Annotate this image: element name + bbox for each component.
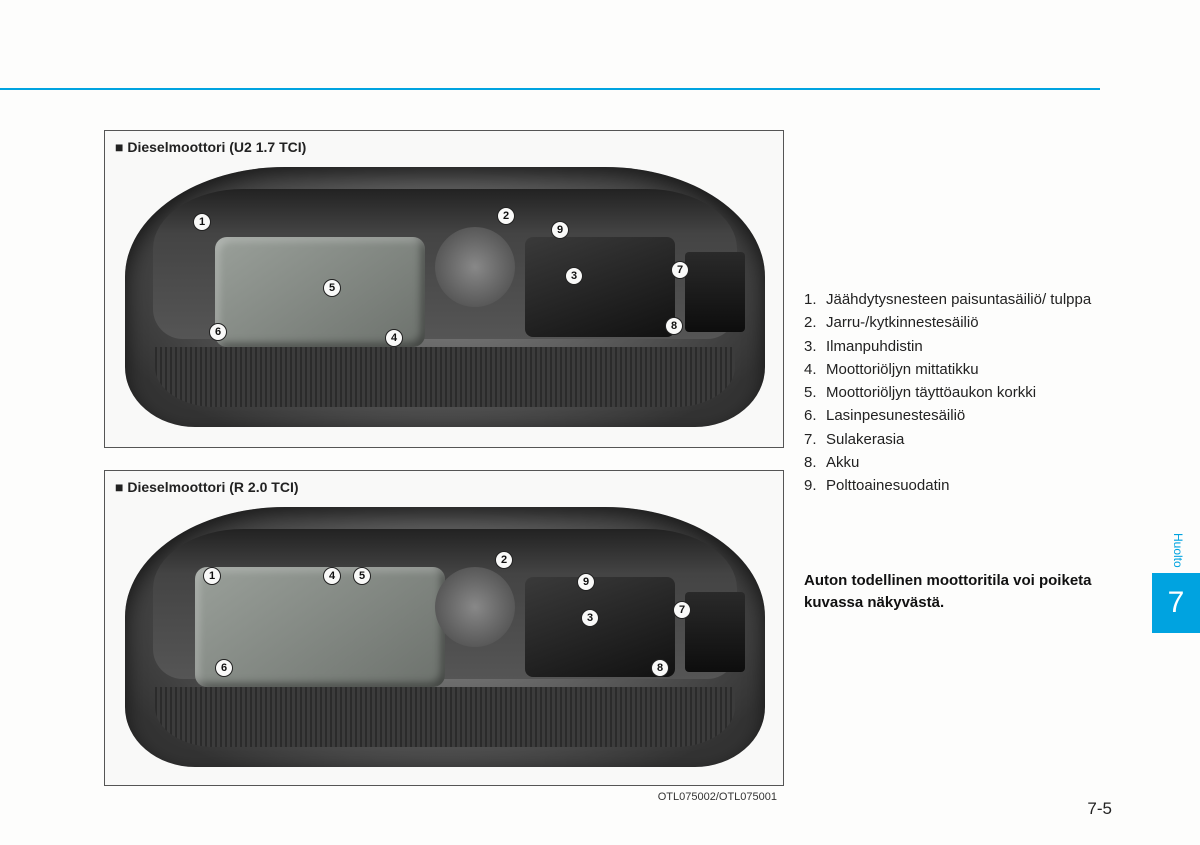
callout-marker: 1 [193, 213, 211, 231]
legend-item: 8.Akku [804, 451, 1114, 474]
legend-item-text: Sulakerasia [826, 428, 904, 451]
callout-marker: 4 [385, 329, 403, 347]
callout-marker: 9 [551, 221, 569, 239]
legend-item: 6.Lasinpesunestesäiliö [804, 404, 1114, 427]
legend-item-text: Polttoainesuodatin [826, 474, 949, 497]
engine-airbox [525, 237, 675, 337]
figure-title-top: ■ Dieselmoottori (U2 1.7 TCI) [115, 139, 306, 155]
legend-item: 1.Jäähdytysnesteen paisuntasäiliö/ tulpp… [804, 288, 1114, 311]
figure-title-bottom: ■ Dieselmoottori (R 2.0 TCI) [115, 479, 299, 495]
callout-marker: 5 [353, 567, 371, 585]
legend-item-text: Moottoriöljyn täyttöaukon korkki [826, 381, 1036, 404]
callout-marker: 9 [577, 573, 595, 591]
callout-marker: 6 [215, 659, 233, 677]
engine-intake [435, 567, 515, 647]
legend-item-text: Akku [826, 451, 859, 474]
engine-front-rail [155, 687, 735, 747]
side-chapter-tab: 7 [1152, 573, 1200, 633]
engine-front-rail [155, 347, 735, 407]
header-rule [0, 88, 1100, 90]
legend-item-number: 4. [804, 358, 826, 381]
legend-item-text: Moottoriöljyn mittatikku [826, 358, 979, 381]
callout-marker: 3 [581, 609, 599, 627]
figure-title-bottom-text: Dieselmoottori (R 2.0 TCI) [127, 479, 298, 495]
legend-item-number: 9. [804, 474, 826, 497]
figure-engine-top: ■ Dieselmoottori (U2 1.7 TCI) 1 2 9 3 7 5 8 6 4 [104, 130, 784, 448]
legend-item-text: Ilmanpuhdistin [826, 335, 923, 358]
figure-engine-bottom: ■ Dieselmoottori (R 2.0 TCI) 145293786 O… [104, 470, 784, 786]
callout-marker: 4 [323, 567, 341, 585]
callout-marker: 8 [651, 659, 669, 677]
figure-code: OTL075002/OTL075001 [658, 791, 777, 803]
legend-item-number: 1. [804, 288, 826, 311]
legend-item-number: 7. [804, 428, 826, 451]
callout-marker: 8 [665, 317, 683, 335]
legend-item-number: 5. [804, 381, 826, 404]
page-number: 7-5 [1087, 799, 1112, 819]
legend-note: Auton todellinen moottoritila voi poiket… [804, 570, 1114, 614]
legend-item-text: Jäähdytysnesteen paisuntasäiliö/ tulppa [826, 288, 1091, 311]
page-content: ■ Dieselmoottori (U2 1.7 TCI) 129375864 … [104, 130, 1112, 810]
figure-title-top-text: Dieselmoottori (U2 1.7 TCI) [127, 139, 306, 155]
callout-marker: 2 [495, 551, 513, 569]
legend-item: 3.Ilmanpuhdistin [804, 335, 1114, 358]
callout-marker: 6 [209, 323, 227, 341]
engine-intake [435, 227, 515, 307]
legend-item: 7.Sulakerasia [804, 428, 1114, 451]
callout-marker: 3 [565, 267, 583, 285]
callout-marker: 1 [203, 567, 221, 585]
callout-marker: 5 [323, 279, 341, 297]
legend-item: 2.Jarru-/kytkinnestesäiliö [804, 311, 1114, 334]
side-section-label: Huolto [1168, 498, 1188, 568]
engine-legend: 1.Jäähdytysnesteen paisuntasäiliö/ tulpp… [804, 288, 1114, 497]
callout-marker: 7 [673, 601, 691, 619]
legend-item: 9.Polttoainesuodatin [804, 474, 1114, 497]
engine-battery [685, 252, 745, 332]
callout-marker: 2 [497, 207, 515, 225]
legend-item: 5.Moottoriöljyn täyttöaukon korkki [804, 381, 1114, 404]
engine-bay-top: 1 2 9 3 7 5 8 6 4 [125, 167, 765, 427]
legend-item-number: 8. [804, 451, 826, 474]
legend-item-number: 2. [804, 311, 826, 334]
legend-item: 4.Moottoriöljyn mittatikku [804, 358, 1114, 381]
legend-item-text: Lasinpesunestesäiliö [826, 404, 965, 427]
legend-item-number: 6. [804, 404, 826, 427]
legend-item-number: 3. [804, 335, 826, 358]
legend-item-text: Jarru-/kytkinnestesäiliö [826, 311, 979, 334]
engine-battery [685, 592, 745, 672]
callout-marker: 7 [671, 261, 689, 279]
engine-bay-bottom: 1 45 2 9 3 7 8 6 [125, 507, 765, 767]
